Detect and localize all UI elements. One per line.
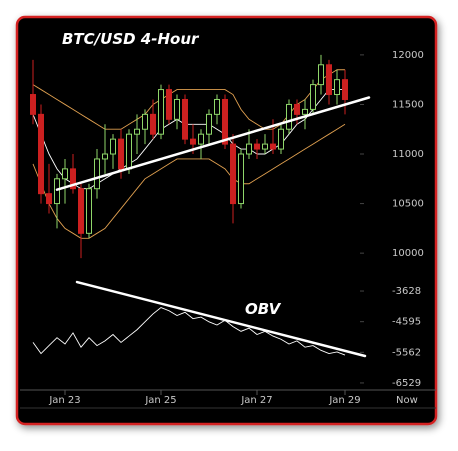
y-tick-label: 11500 bbox=[392, 99, 424, 110]
indicator-line bbox=[32, 69, 345, 130]
candle-body bbox=[86, 188, 92, 234]
candle-body bbox=[318, 64, 324, 86]
candle-body bbox=[150, 113, 156, 135]
candle-body bbox=[142, 113, 148, 130]
y-tick-label: -5562 bbox=[392, 347, 421, 358]
y-tick-label: -4595 bbox=[392, 317, 421, 328]
candle-body bbox=[182, 98, 188, 140]
candle-body bbox=[254, 143, 260, 150]
trend-line bbox=[75, 280, 367, 358]
candle-body bbox=[286, 103, 292, 130]
candle-body bbox=[206, 113, 212, 135]
candle-body bbox=[230, 143, 236, 205]
x-tick-label: Jan 27 bbox=[240, 395, 272, 406]
candle-body bbox=[54, 178, 60, 205]
trend-line bbox=[55, 96, 371, 191]
candle-body bbox=[262, 143, 268, 150]
candle-body bbox=[214, 98, 220, 115]
obv-label: OBV bbox=[245, 300, 282, 318]
candle-body bbox=[278, 128, 284, 150]
candle-body bbox=[310, 84, 316, 110]
chart-title: BTC/USD 4-Hour bbox=[62, 30, 200, 48]
candle-body bbox=[62, 168, 68, 180]
indicator-line bbox=[32, 89, 345, 190]
candle-body bbox=[94, 158, 100, 190]
y-tick-label: 10500 bbox=[392, 199, 424, 210]
obv-line bbox=[32, 307, 346, 356]
candle-body bbox=[326, 64, 332, 96]
candle-body bbox=[246, 143, 252, 155]
candle-body bbox=[158, 89, 164, 135]
candle-body bbox=[342, 79, 348, 100]
candle-body bbox=[238, 153, 244, 205]
candle-body bbox=[198, 133, 204, 145]
x-tick-label: Jan 23 bbox=[48, 395, 80, 406]
candle-body bbox=[134, 128, 140, 135]
candle-body bbox=[38, 113, 44, 195]
candle-body bbox=[78, 188, 84, 234]
candle-body bbox=[294, 103, 300, 115]
candle-body bbox=[190, 138, 196, 145]
candle-body bbox=[126, 133, 132, 170]
y-tick-label: -3628 bbox=[392, 286, 421, 297]
candle-body bbox=[302, 108, 308, 115]
candle-body bbox=[174, 98, 180, 120]
candle-body bbox=[102, 153, 108, 160]
candle-body bbox=[118, 138, 124, 170]
x-end-label: Now bbox=[396, 395, 418, 406]
y-tick-label: 12000 bbox=[392, 50, 424, 61]
y-tick-label: 10000 bbox=[392, 248, 424, 259]
candle-body bbox=[30, 94, 36, 115]
candle-body bbox=[270, 143, 276, 150]
x-tick-label: Jan 25 bbox=[144, 395, 176, 406]
candle-body bbox=[222, 98, 228, 145]
plot-area: Now 10000 10500 11000 11500 12000 -3628 -4595 -… bbox=[20, 30, 436, 409]
y-tick-label: 11000 bbox=[392, 149, 424, 160]
candle-body bbox=[70, 168, 76, 190]
indicator-line bbox=[32, 123, 346, 239]
candle-body bbox=[166, 89, 172, 120]
frame bbox=[15, 15, 438, 426]
candle-body bbox=[46, 193, 52, 205]
candle-body bbox=[110, 138, 116, 155]
y-tick-label: -6529 bbox=[392, 378, 421, 389]
candle-body bbox=[334, 79, 340, 96]
x-tick-label: Jan 29 bbox=[328, 395, 360, 406]
